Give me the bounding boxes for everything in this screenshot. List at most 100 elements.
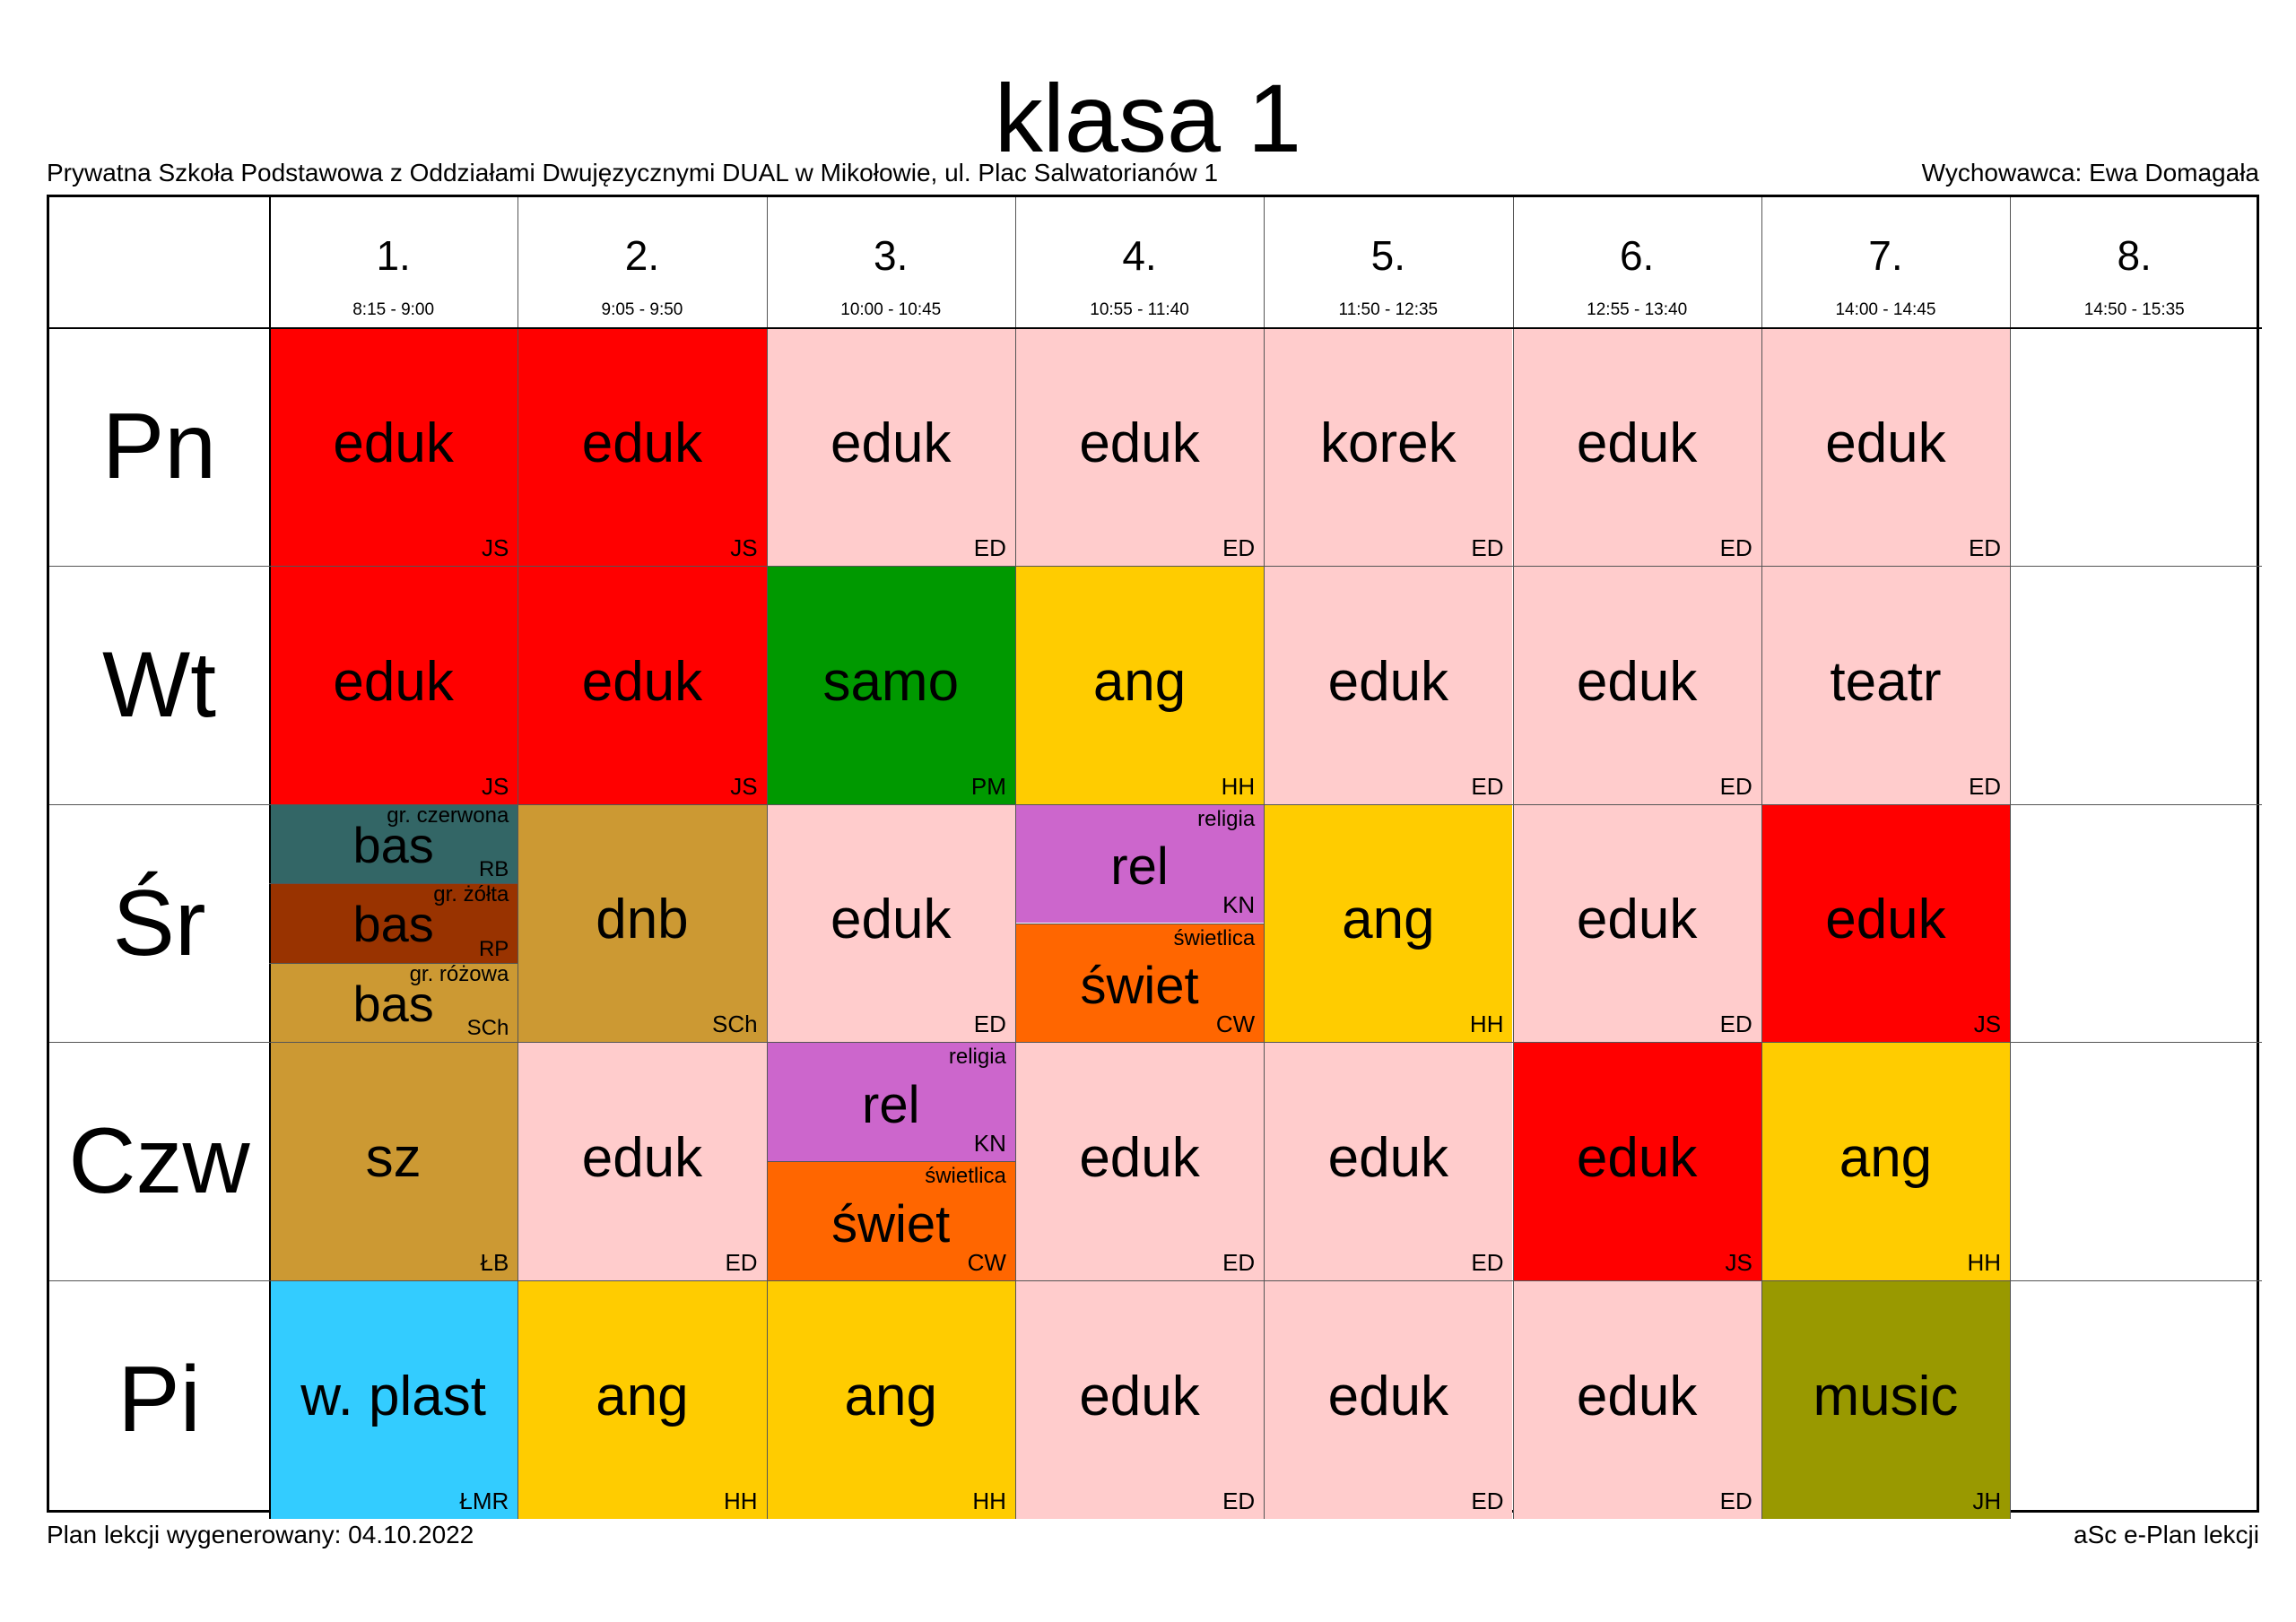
grid-vline [1512,197,1514,1519]
lesson-teacher: JS [481,533,509,561]
lesson-teacher: RP [478,936,509,961]
lesson-cell[interactable]: eduk ED [1014,327,1265,566]
lesson-teacher: PM [970,772,1006,800]
lesson-teacher: ED [1222,1249,1256,1277]
lesson-cell[interactable]: eduk ED [1512,1280,1761,1519]
period-header: 1. 8:15 - 9:00 [269,197,517,327]
lesson-group: gr. żółta [433,883,509,907]
period-number: 4. [1122,232,1157,279]
lesson-group: świetlica [925,1164,1006,1189]
lesson-subject: eduk [333,412,454,474]
lesson-teacher: ED [1471,772,1504,800]
lesson-subject: ang [1342,889,1435,951]
lesson-cell[interactable]: eduk ED [517,1042,767,1281]
lesson-teacher: ED [725,1249,758,1277]
lesson-cell[interactable]: ang HH [1264,803,1513,1043]
lesson-cell[interactable]: w. plast ŁMR [269,1280,518,1519]
grid-vline [517,197,519,1519]
period-time: 8:15 - 9:00 [352,300,435,319]
lesson-cell[interactable]: eduk JS [517,327,767,566]
lesson-cell[interactable]: eduk ED [1512,565,1761,804]
lesson-subject: sz [365,1127,422,1190]
lesson-teacher: KN [1222,891,1256,919]
lesson-cell[interactable]: eduk ED [1014,1280,1265,1519]
lesson-cell[interactable]: eduk ED [1014,1042,1265,1281]
lesson-teacher: ED [1471,1487,1504,1514]
lesson-teacher: ED [1968,772,2002,800]
lesson-cell[interactable]: sz ŁB [269,1042,518,1281]
lesson-cell[interactable]: ang HH [517,1280,767,1519]
homeroom-teacher: Wychowawca: Ewa Domagała [1921,159,2259,186]
lesson-cell[interactable]: korek ED [1264,327,1513,566]
lesson-cell[interactable]: eduk JS [1761,803,2011,1043]
lesson-cell[interactable]: music JH [1761,1280,2011,1519]
subcell-divider [766,1161,1015,1163]
lesson-cell[interactable]: eduk JS [269,327,518,566]
period-number: 1. [376,232,411,279]
lesson-cell[interactable]: eduk JS [517,565,767,804]
period-header: 6. 12:55 - 13:40 [1513,197,1761,327]
lesson-subject: dnb [596,889,689,951]
page-title: klasa 1 [994,64,1302,172]
lesson-subject: eduk [831,412,952,474]
lesson-teacher: ŁMR [459,1487,509,1514]
lesson-cell[interactable]: rel KN religia [766,1042,1015,1162]
lesson-cell[interactable]: eduk ED [1761,327,2011,566]
lesson-cell[interactable]: eduk ED [766,327,1015,566]
lesson-cell[interactable]: świet CW świetlica [1014,923,1265,1043]
period-number: 5. [1370,232,1406,279]
lesson-subject: świet [831,1194,951,1253]
lesson-subject: eduk [1079,412,1200,474]
lesson-cell[interactable]: eduk ED [1512,803,1761,1043]
lesson-cell[interactable]: eduk ED [1264,1280,1513,1519]
lesson-cell[interactable]: eduk ED [1264,1042,1513,1281]
lesson-teacher: ED [1719,533,1752,561]
lesson-cell[interactable]: samo PM [766,565,1015,804]
lesson-cell[interactable]: eduk JS [269,565,518,804]
lesson-cell[interactable]: ang HH [766,1280,1015,1519]
period-time: 14:00 - 14:45 [1835,300,1936,319]
lesson-cell[interactable]: eduk ED [766,803,1015,1043]
lesson-teacher: ED [973,533,1006,561]
lesson-cell[interactable]: świet CW świetlica [766,1161,1015,1281]
lesson-cell[interactable]: ang HH [1014,565,1265,804]
period-time: 14:50 - 15:35 [2083,300,2185,319]
lesson-subject: eduk [1576,412,1698,474]
lesson-cell[interactable]: teatr ED [1761,565,2011,804]
lesson-cell[interactable]: rel KN religia [1014,803,1265,924]
lesson-teacher: ED [1719,1487,1752,1514]
period-time: 10:55 - 11:40 [1090,300,1189,319]
grid-hline [49,327,2262,329]
lesson-teacher: ED [1719,772,1752,800]
lesson-subject: music [1813,1365,1959,1427]
lesson-cell[interactable]: eduk JS [1512,1042,1761,1281]
period-number: 7. [1868,232,1903,279]
lesson-teacher: HH [1221,772,1256,800]
lesson-subject: rel [1110,837,1169,897]
lesson-subject: eduk [581,1127,703,1190]
lesson-cell[interactable]: bas RB gr. czerwona [269,803,518,884]
grid-hline [49,565,2262,567]
lesson-subject: w. plast [300,1365,487,1427]
lesson-subject: teatr [1830,650,1942,713]
period-number: 3. [874,232,909,279]
period-header: 4. 10:55 - 11:40 [1015,197,1264,327]
lesson-subject: ang [596,1365,689,1427]
lesson-cell[interactable]: dnb SCh [517,803,767,1043]
timetable-grid: 1. 8:15 - 9:00 2. 9:05 - 9:50 3. 10:00 - 10:4… [47,195,2262,1519]
lesson-cell[interactable]: bas RP gr. żółta [269,883,518,963]
lesson-teacher: ED [1222,1487,1256,1514]
lesson-subject: eduk [1825,889,1946,951]
lesson-subject: bas [352,976,434,1033]
period-header: 3. 10:00 - 10:45 [767,197,1015,327]
subcell-divider [269,962,518,964]
lesson-cell[interactable]: eduk ED [1264,565,1513,804]
lesson-teacher: ED [973,1010,1006,1038]
lesson-teacher: ED [1719,1010,1752,1038]
lesson-cell[interactable]: ang HH [1761,1042,2011,1281]
lesson-cell[interactable]: bas SCh gr. różowa [269,962,518,1043]
lesson-subject: eduk [1576,650,1698,713]
lesson-subject: eduk [581,650,703,713]
lesson-subject: bas [352,816,434,873]
lesson-cell[interactable]: eduk ED [1512,327,1761,566]
